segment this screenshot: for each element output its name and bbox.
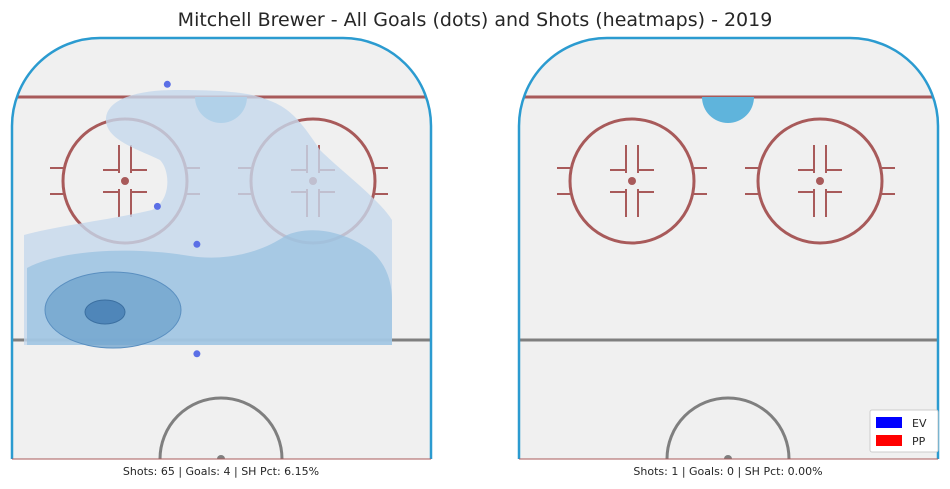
strength-legend: EV PP: [869, 409, 939, 453]
figure-title: Mitchell Brewer - All Goals (dots) and S…: [178, 9, 773, 31]
goal-point: [153, 202, 161, 210]
faceoff-dot: [121, 177, 129, 185]
faceoff-dot: [816, 177, 824, 185]
neutral-circle: [158, 396, 284, 459]
left-rink-panel: [10, 36, 433, 460]
right-rink-panel: [517, 36, 940, 460]
faceoff-circle: [756, 117, 884, 245]
legend-label-ev: EV: [912, 417, 927, 430]
legend-label-pp: PP: [912, 435, 926, 448]
shot-heatmap: [24, 90, 392, 349]
goal-point: [193, 350, 201, 358]
center-dot: [217, 455, 225, 459]
goal-point: [193, 240, 201, 248]
goal-crease: [702, 97, 754, 123]
left-rink-caption: Shots: 65 | Goals: 4 | SH Pct: 6.15%: [123, 465, 319, 478]
rink-markings: [519, 95, 938, 459]
rink-boards: [517, 36, 940, 459]
legend-swatch-pp: [876, 435, 902, 446]
faceoff-circle: [568, 117, 696, 245]
faceoff-dot: [628, 177, 636, 185]
right-rink-caption: Shots: 1 | Goals: 0 | SH Pct: 0.00%: [633, 465, 822, 478]
legend-swatch-ev: [876, 417, 902, 428]
rink-boards: [10, 36, 433, 459]
rink-markings: [12, 90, 431, 459]
goal-point: [163, 80, 171, 88]
neutral-circle: [665, 396, 791, 459]
rink-surface: [519, 38, 938, 459]
heat-level: [84, 299, 126, 325]
center-dot: [724, 455, 732, 459]
